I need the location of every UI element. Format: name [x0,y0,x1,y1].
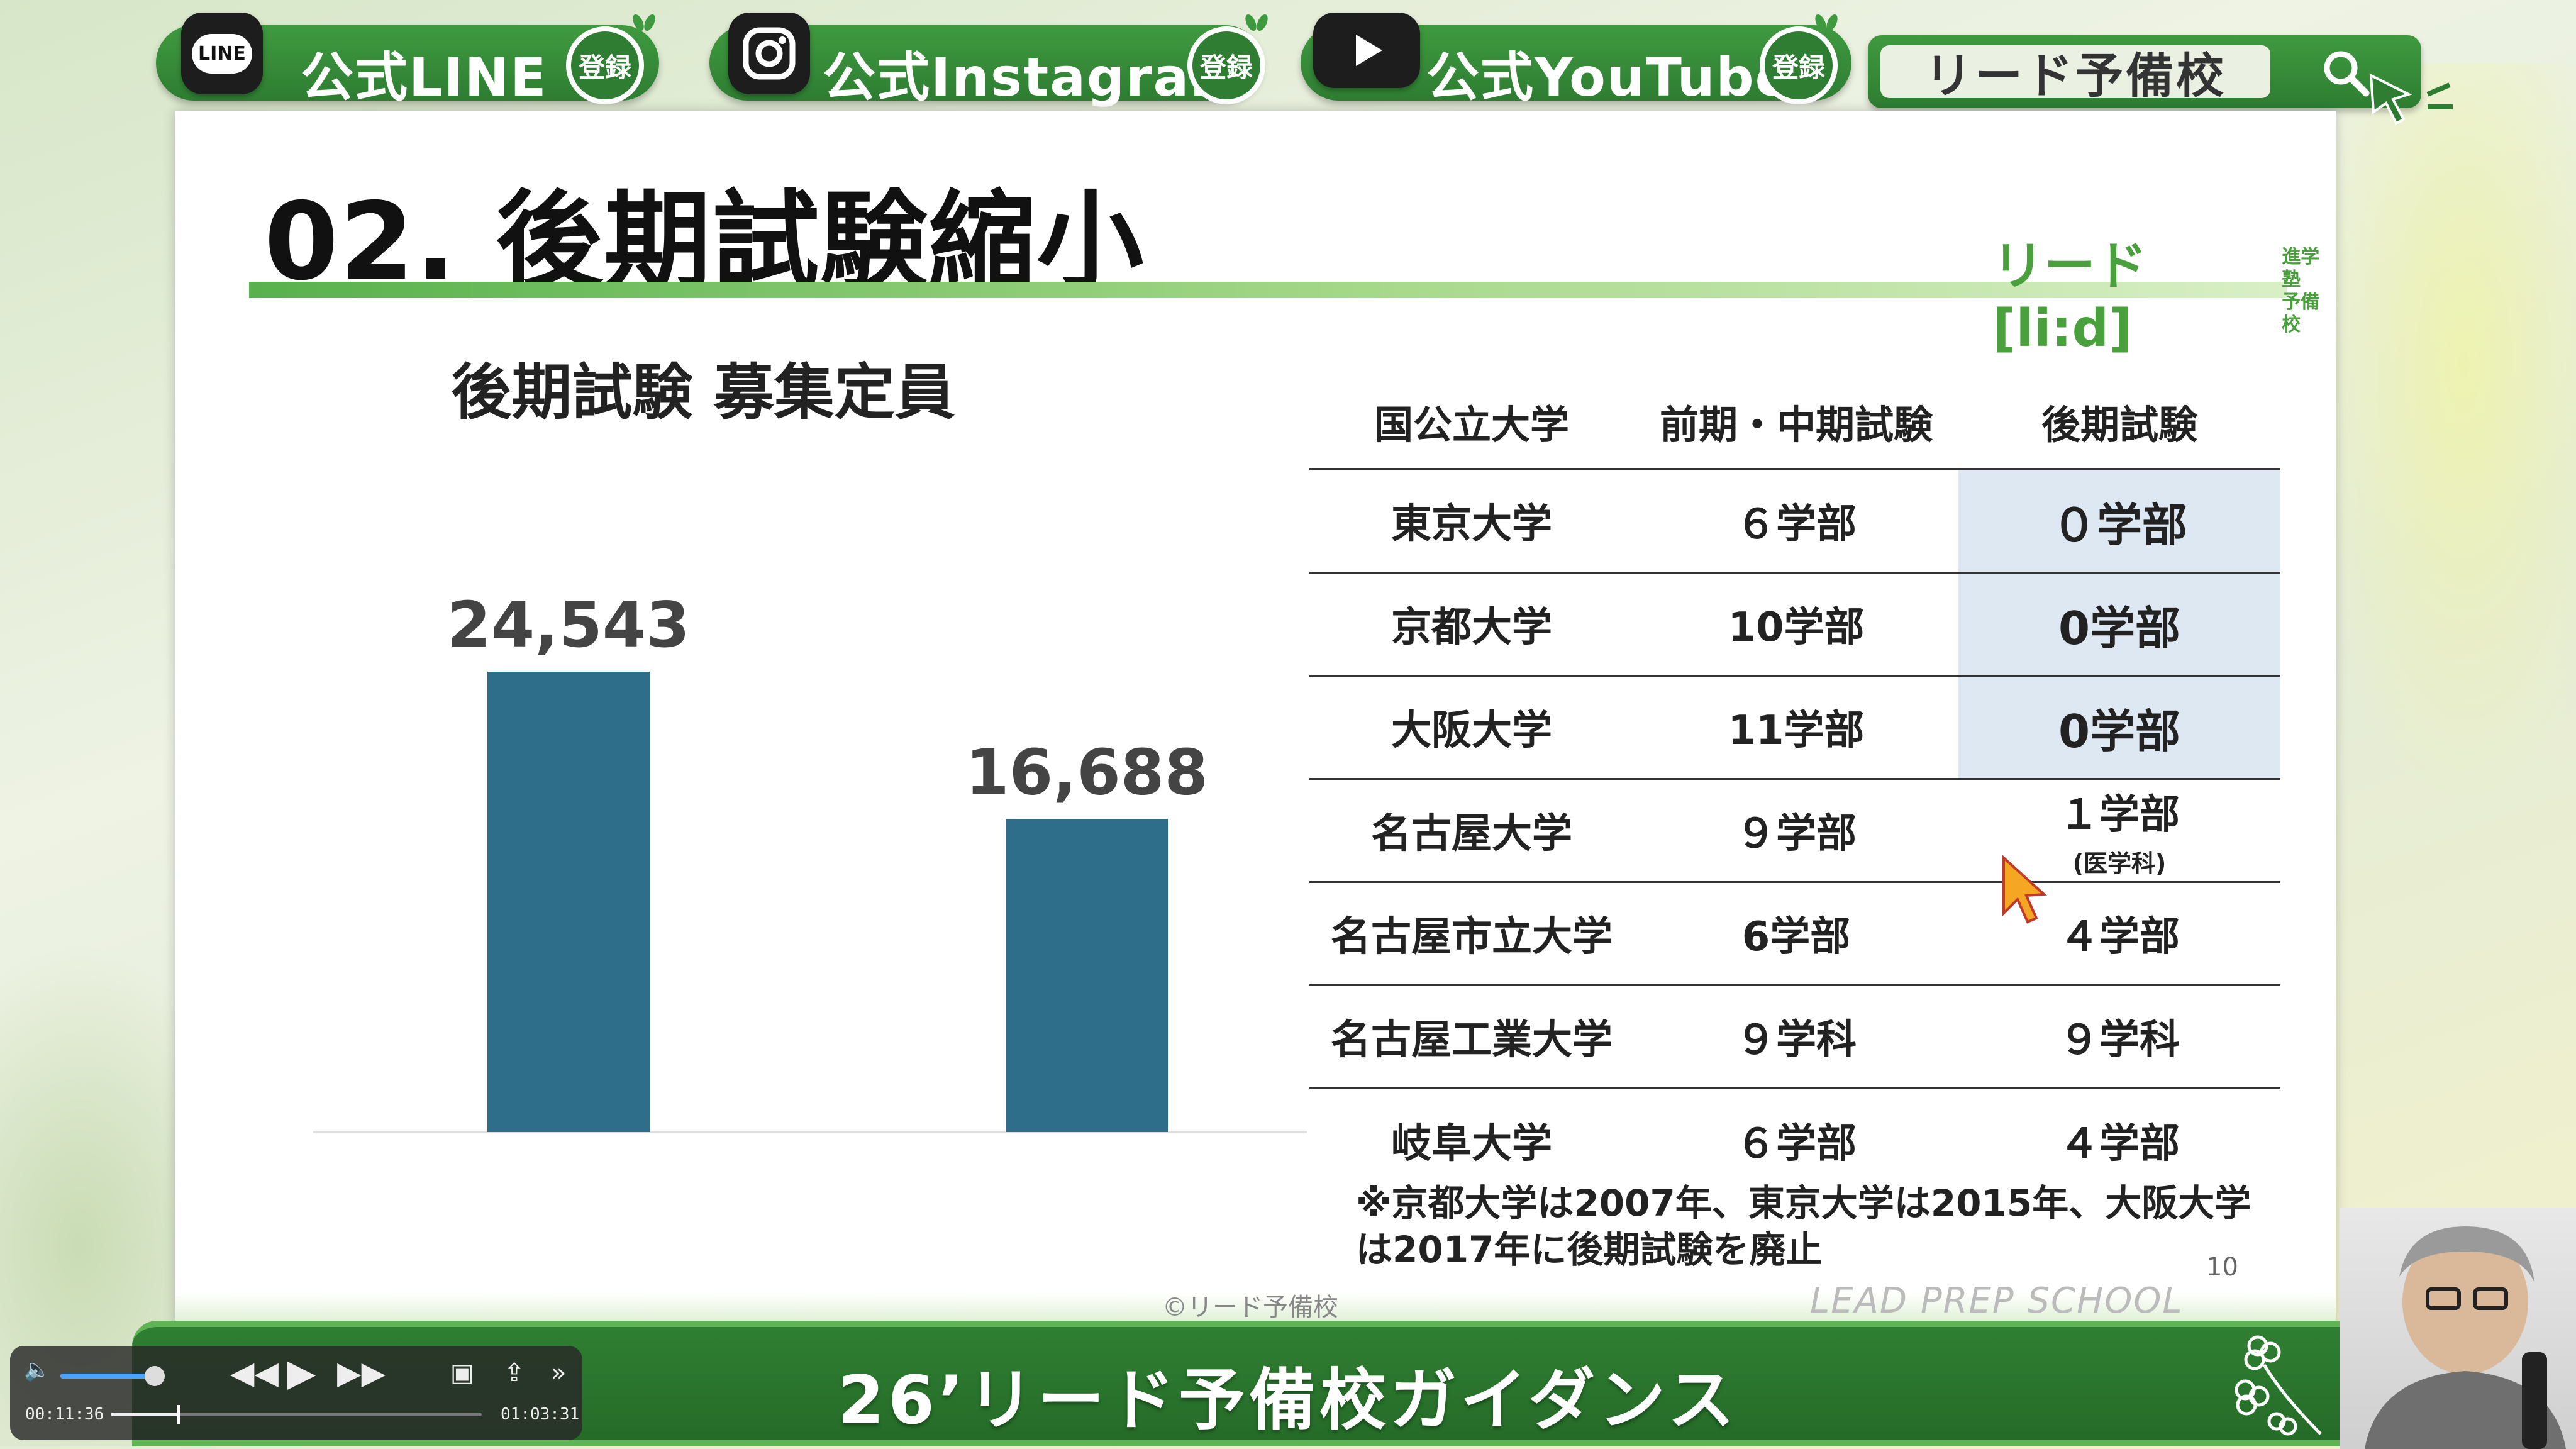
brand-logo-main: リード[li:d] [1992,236,2148,358]
volume-icon[interactable]: 🔈 [24,1357,51,1382]
cell-university: 名古屋大学 [1309,779,1634,883]
rewind-icon[interactable]: ◀◀ [230,1355,279,1391]
cursor-arrow-icon [2369,73,2453,125]
table-header-row: 国公立大学 前期・中期試験 後期試験 [1309,375,2280,470]
share-icon[interactable]: ⇪ [504,1358,525,1387]
university-table: 国公立大学 前期・中期試験 後期試験 東京大学 ６学部 ０学部 京都大学 10学… [1309,375,2280,1191]
more-icon[interactable]: » [551,1358,567,1387]
current-time: 00:11:36 [25,1405,104,1424]
cell-university: 岐阜大学 [1391,1120,1552,1167]
page-number: 10 [2206,1253,2238,1282]
youtube-register-pill[interactable]: 公式YouTube 登録 [1301,13,1852,108]
cell-university: 名古屋市立大学 [1309,882,1634,986]
cell-back-exam: １学部 (医学科) [1958,779,2280,883]
line-register-pill[interactable]: LINE 公式LINE 登録 [156,13,659,108]
picture-in-picture-icon[interactable]: ▣ [450,1358,474,1387]
table-footnote: ※京都大学は2007年、東京大学は2015年、大阪大学は2017年に後期試験を廃… [1356,1182,2251,1271]
leaf-icon [1816,14,1839,36]
presenter-webcam [2340,1208,2576,1449]
cell-back-exam: 0学部 [1958,675,2280,780]
presenter-silhouette [2365,1226,2566,1449]
cell-university: 名古屋工業大学 [1309,985,1634,1089]
copyright: ©リード予備校 [1162,1293,1338,1322]
bar-2021年 [1006,819,1168,1132]
bar-value-label: 24,543 [447,588,690,662]
bar-2005年 [487,672,650,1132]
line-register-button[interactable]: 登録 [566,26,644,104]
volume-slider-handle[interactable] [145,1366,165,1386]
background-decoration [2296,63,2576,818]
bar-value-label: 16,688 [965,735,1208,809]
video-player-controls: 🔈 ◀◀ ▶ ▶▶ ▣ ⇪ » 00:11:36 01:03:31 [10,1346,582,1440]
slide: 02. 後期試験縮小 リード[li:d] 進学塾 予備校 後期試験 募集定員 2… [175,111,2336,1331]
header-university: 国公立大学 [1309,375,1634,470]
flower-icon [2235,1335,2322,1436]
play-icon[interactable]: ▶ [287,1351,316,1395]
cell-back-exam: ４学部 [2059,1120,2180,1167]
header-front-exam: 前期・中期試験 [1634,375,1958,470]
cell-back-exam-value: １学部 [2059,791,2180,838]
cell-back-exam: ４学部 [1958,882,2280,986]
cell-back-exam: ９学科 [1958,985,2280,1089]
instagram-register-pill[interactable]: 公式Instagram 登録 [709,13,1265,108]
bar-chart: 24,5432005年16,6882021年 [313,588,1307,1133]
search-icon[interactable] [2321,48,2371,98]
table-row: 名古屋工業大学 ９学科 ９学科 [1309,985,2280,1089]
youtube-icon [1313,13,1420,88]
progress-bar[interactable] [111,1413,482,1416]
watermark: LEAD PREP SCHOOL [1810,1280,2184,1321]
header-back-exam: 後期試験 [1958,375,2280,470]
leaf-icon [634,14,657,36]
instagram-icon [728,13,810,94]
title-underline [249,282,2287,298]
brand-logo: リード[li:d] 進学塾 予備校 [1992,224,2336,358]
cell-university: 東京大学 [1309,469,1634,574]
progress-bar-handle[interactable] [177,1405,180,1424]
table-row: 京都大学 10学部 0学部 [1309,572,2280,677]
table-row: 名古屋大学 ９学部 １学部 (医学科) [1309,779,2280,883]
table-row: 名古屋市立大学 6学部 ４学部 [1309,882,2280,986]
cell-front-exam: 11学部 [1634,675,1958,780]
cell-university: 大阪大学 [1309,675,1634,780]
banner-title: 26’リード予備校ガイダンス [838,1362,1738,1439]
mouse-pointer-icon [2002,855,2047,924]
chart-title: 後期試験 募集定員 [451,357,955,428]
instagram-label: 公式Instagram [823,47,1246,108]
cell-back-exam-note: (医学科) [2072,849,2167,877]
cell-back-exam: 0学部 [1958,572,2280,677]
cell-front-exam: ６学部 [1736,1120,1857,1167]
fast-forward-icon[interactable]: ▶▶ [337,1355,386,1391]
table-row: 東京大学 ６学部 ０学部 [1309,469,2280,574]
progress-bar-fill [111,1413,179,1416]
volume-slider-fill [60,1374,155,1379]
brand-logo-sub-line1: 進学塾 [2282,246,2320,291]
youtube-label: 公式YouTube [1426,47,1792,108]
cell-front-exam: 6学部 [1634,882,1958,986]
instagram-register-button[interactable]: 登録 [1187,26,1265,104]
cell-front-exam: ９学科 [1634,985,1958,1089]
line-icon: LINE [181,13,263,94]
cell-front-exam: 10学部 [1634,572,1958,677]
cell-back-exam: ０学部 [1958,469,2280,574]
leaf-icon [1246,14,1269,36]
cell-university: 京都大学 [1309,572,1634,677]
cell-front-exam: ６学部 [1634,469,1958,574]
table-row: 岐阜大学 ６学部 ４学部 [1309,1088,2280,1191]
cell-front-exam: ９学部 [1634,779,1958,883]
brand-logo-sub-line2: 予備校 [2282,291,2320,336]
line-icon-text: LINE [192,33,252,74]
line-label: 公式LINE [301,47,548,108]
brand-logo-sub: 進学塾 予備校 [2282,246,2336,336]
search-input[interactable]: リード予備校 [1880,45,2270,104]
table-row: 大阪大学 11学部 0学部 [1309,675,2280,780]
total-time: 01:03:31 [501,1405,580,1424]
youtube-register-button[interactable]: 登録 [1760,26,1838,104]
search-box[interactable]: リード予備校 [1868,35,2421,108]
